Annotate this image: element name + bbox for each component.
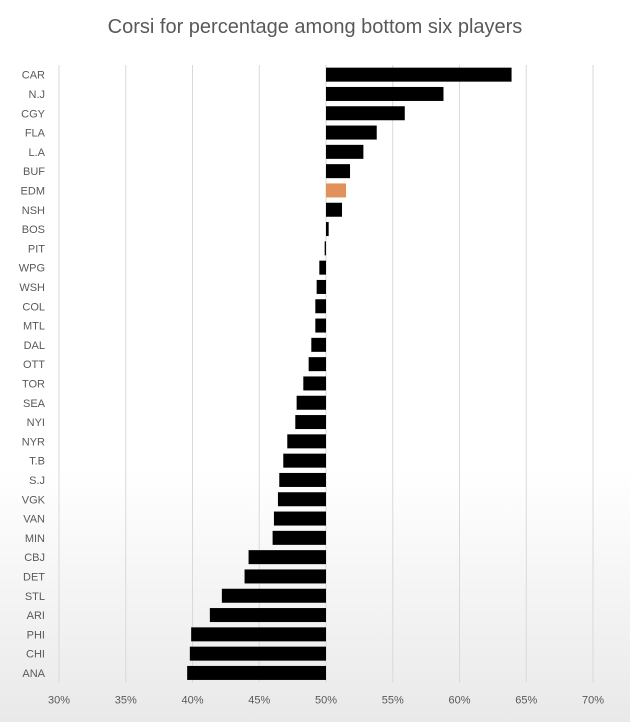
x-tick-label: 60% — [448, 695, 470, 707]
y-category-label: FLA — [25, 128, 46, 140]
y-category-label: N.J — [29, 89, 46, 101]
y-category-label: CHI — [26, 649, 45, 661]
y-category-label: BUF — [23, 166, 45, 178]
y-category-label: NSH — [22, 205, 45, 217]
bar-cgy — [326, 106, 405, 121]
bar-nyi — [295, 415, 326, 430]
bar-nyr — [287, 434, 326, 449]
y-category-label: SEA — [23, 398, 46, 410]
x-tick-label: 30% — [48, 695, 70, 707]
bar-pit — [324, 241, 326, 256]
bar-fla — [326, 125, 377, 140]
y-category-label: CAR — [22, 70, 45, 82]
bar-vgk — [277, 492, 326, 507]
y-category-label: VGK — [22, 494, 46, 506]
y-category-label: OTT — [23, 359, 45, 371]
bar-van — [273, 511, 326, 526]
bar-col — [315, 299, 326, 314]
y-category-label: NYI — [27, 417, 45, 429]
y-category-label: COL — [22, 301, 45, 313]
y-category-label: L.A — [28, 147, 45, 159]
bar-tb — [283, 453, 326, 468]
y-category-label: T.B — [29, 456, 45, 468]
y-category-label: ARI — [27, 610, 45, 622]
y-category-label: WPG — [19, 263, 45, 275]
chart-title: Corsi for percentage among bottom six pl… — [107, 16, 523, 38]
bar-min — [272, 530, 326, 545]
bar-nsh — [326, 202, 343, 217]
bar-cbj — [248, 550, 326, 565]
y-category-label: PHI — [27, 629, 45, 641]
bar-la — [326, 144, 364, 159]
y-category-label: PIT — [28, 243, 45, 255]
y-category-label: NYR — [22, 436, 45, 448]
bar-ari — [209, 608, 326, 623]
y-category-label: EDM — [21, 185, 45, 197]
x-tick-label: 45% — [248, 695, 270, 707]
bar-edm — [326, 183, 347, 198]
bar-dal — [311, 337, 326, 352]
x-tick-label: 35% — [115, 695, 137, 707]
y-category-label: VAN — [23, 514, 45, 526]
y-category-label: CGY — [21, 108, 46, 120]
bar-wsh — [316, 279, 326, 294]
bar-sj — [279, 472, 326, 487]
y-category-label: BOS — [22, 224, 45, 236]
y-category-label: WSH — [19, 282, 45, 294]
bar-mtl — [315, 318, 326, 333]
bar-phi — [191, 627, 326, 642]
bar-car — [326, 67, 512, 82]
y-category-label: ANA — [22, 668, 45, 680]
y-category-label: S.J — [29, 475, 45, 487]
y-category-label: MIN — [25, 533, 45, 545]
x-tick-label: 65% — [515, 695, 537, 707]
bar-wpg — [319, 260, 326, 275]
y-category-label: MTL — [23, 321, 45, 333]
bar-tor — [303, 376, 326, 391]
bar-stl — [221, 588, 326, 603]
x-tick-label: 55% — [382, 695, 404, 707]
bar-ana — [187, 665, 326, 680]
bar-chi — [189, 646, 326, 661]
y-category-label: DET — [23, 571, 45, 583]
bar-nj — [326, 86, 444, 101]
bar-bos — [326, 222, 329, 237]
y-category-label: DAL — [24, 340, 45, 352]
y-category-label: STL — [25, 591, 45, 603]
x-tick-label: 70% — [582, 695, 604, 707]
bar-buf — [326, 164, 351, 179]
x-tick-label: 40% — [181, 695, 203, 707]
bar-sea — [296, 395, 326, 410]
y-category-label: CBJ — [24, 552, 45, 564]
bar-det — [244, 569, 326, 584]
y-category-label: TOR — [22, 378, 45, 390]
bar-ott — [308, 357, 326, 372]
x-tick-label: 50% — [315, 695, 337, 707]
